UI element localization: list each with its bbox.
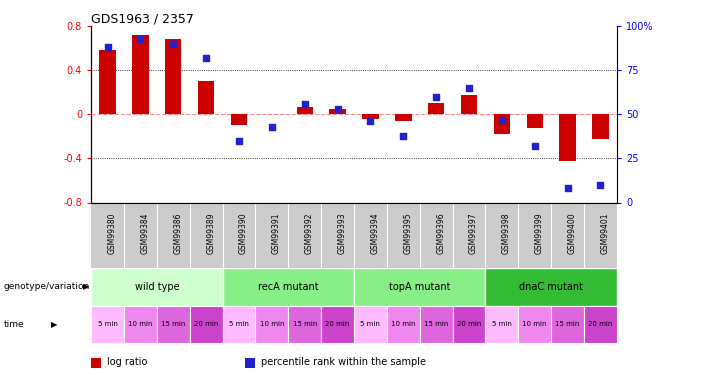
- Bar: [428, 104, 444, 114]
- Point: [332, 106, 343, 112]
- Bar: [255, 306, 288, 343]
- Bar: [494, 114, 510, 134]
- Bar: [354, 268, 485, 306]
- Text: GSM99384: GSM99384: [140, 212, 149, 254]
- Bar: [453, 306, 485, 343]
- Point: [496, 117, 508, 123]
- Text: recA mutant: recA mutant: [258, 282, 318, 292]
- Text: 5 min: 5 min: [97, 321, 118, 327]
- Point: [365, 118, 376, 124]
- Text: 5 min: 5 min: [360, 321, 381, 327]
- Point: [135, 36, 146, 42]
- Text: GSM99396: GSM99396: [436, 212, 445, 254]
- Point: [529, 143, 540, 149]
- Text: GDS1963 / 2357: GDS1963 / 2357: [91, 12, 194, 25]
- Text: log ratio: log ratio: [107, 357, 147, 367]
- Point: [463, 85, 475, 91]
- Text: GSM99394: GSM99394: [370, 212, 379, 254]
- Text: GSM99393: GSM99393: [338, 212, 346, 254]
- Text: 10 min: 10 min: [391, 321, 416, 327]
- Text: GSM99386: GSM99386: [173, 212, 182, 254]
- Bar: [461, 94, 477, 114]
- Bar: [362, 114, 379, 119]
- Point: [102, 44, 113, 50]
- Point: [595, 182, 606, 188]
- Text: ▶: ▶: [51, 320, 57, 329]
- Text: 10 min: 10 min: [522, 321, 547, 327]
- Text: GSM99397: GSM99397: [469, 212, 478, 254]
- Text: 5 min: 5 min: [229, 321, 249, 327]
- Text: GSM99395: GSM99395: [403, 212, 412, 254]
- Text: topA mutant: topA mutant: [389, 282, 451, 292]
- Point: [266, 124, 278, 130]
- Point: [200, 55, 212, 61]
- Point: [430, 94, 442, 100]
- Bar: [91, 306, 124, 343]
- Text: wild type: wild type: [135, 282, 179, 292]
- Point: [397, 132, 409, 138]
- Text: GSM99392: GSM99392: [305, 212, 314, 254]
- Bar: [321, 306, 354, 343]
- Text: dnaC mutant: dnaC mutant: [519, 282, 583, 292]
- Text: 10 min: 10 min: [259, 321, 284, 327]
- Bar: [132, 35, 149, 114]
- Text: 15 min: 15 min: [161, 321, 186, 327]
- Point: [299, 101, 311, 107]
- Text: GSM99380: GSM99380: [107, 212, 116, 254]
- Point: [168, 41, 179, 47]
- Text: ▶: ▶: [83, 282, 89, 291]
- Bar: [485, 306, 518, 343]
- Bar: [584, 306, 617, 343]
- Bar: [157, 306, 190, 343]
- Text: percentile rank within the sample: percentile rank within the sample: [261, 357, 426, 367]
- Bar: [124, 306, 157, 343]
- Text: 20 min: 20 min: [457, 321, 481, 327]
- Bar: [592, 114, 608, 139]
- Text: 15 min: 15 min: [292, 321, 317, 327]
- Bar: [551, 306, 584, 343]
- Bar: [387, 306, 420, 343]
- Bar: [198, 81, 215, 114]
- Text: 20 min: 20 min: [194, 321, 218, 327]
- Text: GSM99400: GSM99400: [568, 212, 577, 254]
- Text: GSM99389: GSM99389: [206, 212, 215, 254]
- Text: 15 min: 15 min: [424, 321, 449, 327]
- Bar: [329, 109, 346, 114]
- Text: 20 min: 20 min: [588, 321, 613, 327]
- Point: [562, 185, 573, 191]
- Text: GSM99399: GSM99399: [535, 212, 544, 254]
- Bar: [485, 268, 617, 306]
- Bar: [190, 306, 223, 343]
- Text: GSM99391: GSM99391: [272, 212, 281, 254]
- Text: 5 min: 5 min: [492, 321, 512, 327]
- Text: GSM99401: GSM99401: [601, 212, 609, 254]
- Point: [233, 138, 245, 144]
- Text: GSM99390: GSM99390: [239, 212, 248, 254]
- Bar: [420, 306, 453, 343]
- Bar: [518, 306, 551, 343]
- Text: 10 min: 10 min: [128, 321, 153, 327]
- Bar: [165, 39, 182, 114]
- Bar: [526, 114, 543, 128]
- Bar: [100, 51, 116, 114]
- Text: genotype/variation: genotype/variation: [4, 282, 90, 291]
- Text: 15 min: 15 min: [555, 321, 580, 327]
- Bar: [231, 114, 247, 125]
- Bar: [223, 306, 255, 343]
- Text: 20 min: 20 min: [325, 321, 350, 327]
- Bar: [297, 106, 313, 114]
- Text: time: time: [4, 320, 24, 329]
- Bar: [288, 306, 321, 343]
- Text: GSM99398: GSM99398: [502, 212, 511, 254]
- Bar: [395, 114, 411, 121]
- Bar: [91, 268, 223, 306]
- Bar: [223, 268, 354, 306]
- Bar: [354, 306, 387, 343]
- Bar: [559, 114, 576, 160]
